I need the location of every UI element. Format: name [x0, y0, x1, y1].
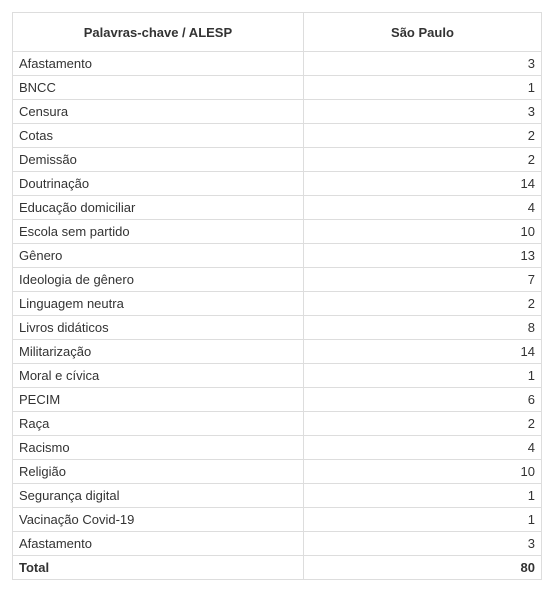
keyword-cell: BNCC	[13, 76, 304, 100]
table-row: Cotas2	[13, 124, 542, 148]
value-cell: 2	[303, 412, 541, 436]
value-cell: 8	[303, 316, 541, 340]
value-cell: 4	[303, 196, 541, 220]
keyword-cell: Raça	[13, 412, 304, 436]
keyword-cell: Escola sem partido	[13, 220, 304, 244]
keyword-cell: Afastamento	[13, 532, 304, 556]
keyword-cell: Censura	[13, 100, 304, 124]
value-cell: 3	[303, 52, 541, 76]
table-row: Ideologia de gênero7	[13, 268, 542, 292]
value-cell: 3	[303, 100, 541, 124]
table-row: Racismo4	[13, 436, 542, 460]
table-row: Afastamento3	[13, 532, 542, 556]
value-cell: 2	[303, 292, 541, 316]
total-row: Total80	[13, 556, 542, 580]
keyword-cell: Gênero	[13, 244, 304, 268]
keyword-cell: Militarização	[13, 340, 304, 364]
value-cell: 1	[303, 76, 541, 100]
table-row: Livros didáticos8	[13, 316, 542, 340]
keyword-cell: Educação domiciliar	[13, 196, 304, 220]
keyword-cell: PECIM	[13, 388, 304, 412]
table-row: Militarização14	[13, 340, 542, 364]
table-row: Educação domiciliar4	[13, 196, 542, 220]
table-head: Palavras-chave / ALESP São Paulo	[13, 13, 542, 52]
table-row: Gênero13	[13, 244, 542, 268]
total-label: Total	[13, 556, 304, 580]
value-cell: 2	[303, 148, 541, 172]
keyword-cell: Vacinação Covid-19	[13, 508, 304, 532]
keyword-cell: Segurança digital	[13, 484, 304, 508]
value-cell: 14	[303, 340, 541, 364]
table-row: BNCC1	[13, 76, 542, 100]
table-row: Censura3	[13, 100, 542, 124]
value-cell: 1	[303, 508, 541, 532]
value-cell: 1	[303, 364, 541, 388]
value-cell: 3	[303, 532, 541, 556]
keywords-table: Palavras-chave / ALESP São Paulo Afastam…	[12, 12, 542, 580]
keyword-cell: Doutrinação	[13, 172, 304, 196]
keyword-cell: Afastamento	[13, 52, 304, 76]
value-cell: 4	[303, 436, 541, 460]
keyword-cell: Religião	[13, 460, 304, 484]
value-cell: 6	[303, 388, 541, 412]
keyword-cell: Demissão	[13, 148, 304, 172]
value-cell: 7	[303, 268, 541, 292]
keyword-cell: Livros didáticos	[13, 316, 304, 340]
total-value: 80	[303, 556, 541, 580]
table-row: Afastamento3	[13, 52, 542, 76]
keyword-cell: Linguagem neutra	[13, 292, 304, 316]
keyword-cell: Ideologia de gênero	[13, 268, 304, 292]
table-row: Doutrinação14	[13, 172, 542, 196]
value-cell: 13	[303, 244, 541, 268]
keyword-cell: Racismo	[13, 436, 304, 460]
table-row: Moral e cívica1	[13, 364, 542, 388]
value-cell: 14	[303, 172, 541, 196]
table-row: Religião10	[13, 460, 542, 484]
header-value: São Paulo	[303, 13, 541, 52]
keyword-cell: Moral e cívica	[13, 364, 304, 388]
header-row: Palavras-chave / ALESP São Paulo	[13, 13, 542, 52]
table-body: Afastamento3BNCC1Censura3Cotas2Demissão2…	[13, 52, 542, 580]
value-cell: 10	[303, 220, 541, 244]
table-row: Linguagem neutra2	[13, 292, 542, 316]
keyword-cell: Cotas	[13, 124, 304, 148]
value-cell: 2	[303, 124, 541, 148]
value-cell: 10	[303, 460, 541, 484]
value-cell: 1	[303, 484, 541, 508]
table-row: PECIM6	[13, 388, 542, 412]
table-row: Demissão2	[13, 148, 542, 172]
table-row: Escola sem partido10	[13, 220, 542, 244]
table-row: Vacinação Covid-191	[13, 508, 542, 532]
table-row: Raça2	[13, 412, 542, 436]
header-keywords: Palavras-chave / ALESP	[13, 13, 304, 52]
table-row: Segurança digital1	[13, 484, 542, 508]
